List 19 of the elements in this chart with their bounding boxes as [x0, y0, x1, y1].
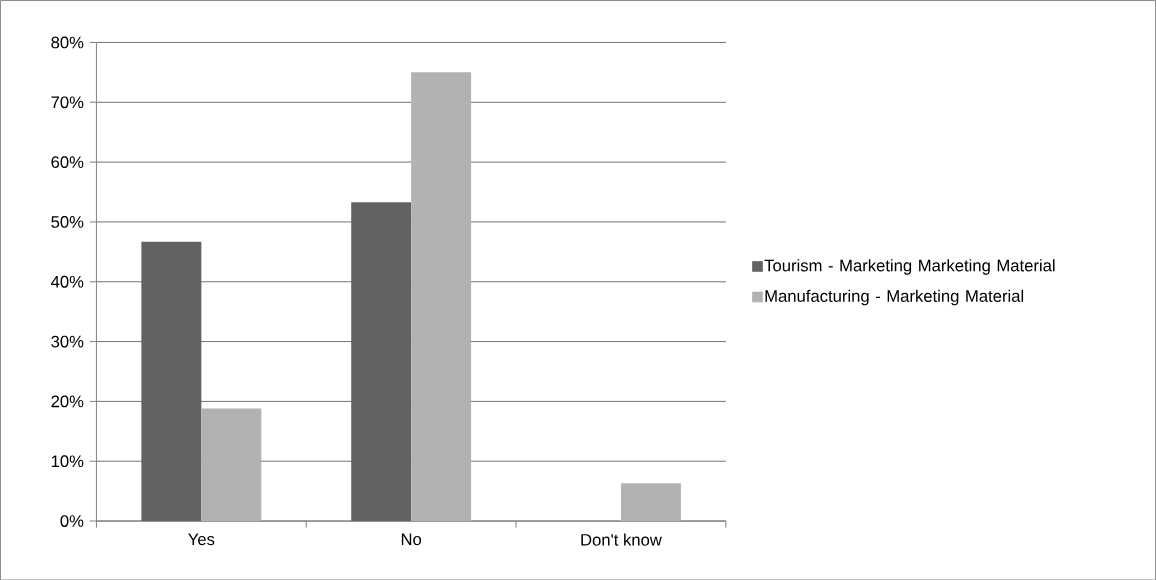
bar	[620, 483, 681, 521]
legend-label: Tourism - Marketing Marketing Material	[764, 258, 1055, 275]
legend-label: Manufacturing - Marketing Material	[765, 289, 1024, 306]
y-tick-label: 20%	[51, 395, 84, 408]
y-tick-label: 10%	[51, 455, 84, 467]
x-tick-label: Yes	[188, 533, 215, 545]
x-tick-label: No	[401, 533, 422, 545]
y-tick-label: 30%	[51, 335, 84, 348]
bar	[411, 72, 472, 521]
bar	[201, 408, 262, 521]
y-tick-label: 70%	[51, 96, 84, 108]
bar	[141, 241, 202, 521]
y-tick-label: 50%	[51, 215, 84, 228]
y-tick-label: 40%	[50, 275, 84, 288]
x-tick-label: Don't know	[581, 533, 662, 546]
bar	[351, 201, 412, 521]
y-tick-label: 80%	[51, 36, 84, 49]
y-tick-label: 60%	[51, 155, 84, 168]
y-tick-label: 0%	[60, 514, 84, 527]
